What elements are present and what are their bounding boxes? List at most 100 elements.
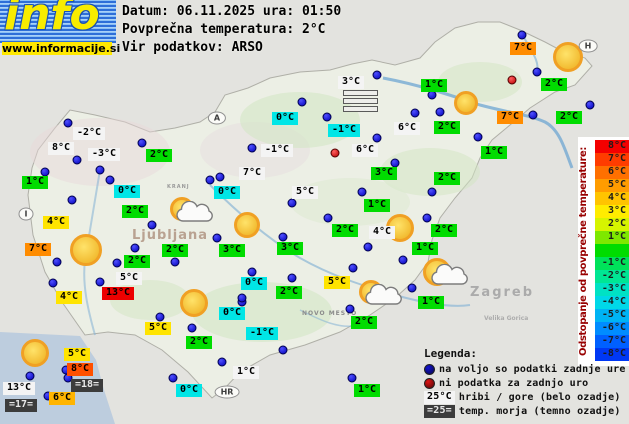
station-dot: [217, 357, 227, 367]
station-temp-label: 2°C: [124, 255, 151, 268]
station-dot: [372, 133, 382, 143]
station-temp-label: 5°C: [116, 272, 143, 285]
station-temp-label: 5°C: [324, 276, 351, 289]
station-temp-label: 5°C: [145, 322, 172, 335]
station-temp-label: -3°C: [88, 148, 121, 161]
station-temp-label: 2°C: [434, 172, 461, 185]
temperature-deviation-scale: Odstopanje od povprečne temperature: 8°C…: [578, 137, 629, 366]
fog-bar: [343, 90, 378, 96]
station-dot: [287, 273, 297, 283]
scale-cell: [595, 244, 629, 257]
scale-title: Odstopanje od povprečne temperature:: [578, 146, 589, 357]
station-dot: [63, 118, 73, 128]
station-dot: [407, 283, 417, 293]
city-name: Zagreb: [470, 285, 535, 300]
station-temp-label: =18=: [71, 379, 104, 392]
cloud-icon: [428, 263, 468, 290]
logo-site-link[interactable]: www.informacije.si: [2, 42, 121, 55]
logo-stripes-background: info: [0, 0, 116, 43]
cloud-icon: [362, 283, 402, 310]
legend-item-label: na voljo so podatki zadnje ure: [439, 363, 626, 375]
scale-cell: -5°C: [595, 309, 629, 322]
station-dot: [278, 232, 288, 242]
station-dot: [212, 233, 222, 243]
station-temp-label: 0°C: [272, 112, 299, 125]
legend-sample-box: =25=: [424, 404, 455, 418]
scale-cell: -6°C: [595, 322, 629, 335]
station-temp-label: 0°C: [114, 185, 141, 198]
legend-item: =25= temp. morja (temno ozadje): [424, 404, 626, 418]
logo-text: info: [4, 0, 100, 40]
station-temp-label: 4°C: [56, 291, 83, 304]
station-temp-label: 8°C: [67, 363, 94, 376]
sun-icon: [180, 289, 208, 317]
station-temp-label: 0°C: [219, 307, 246, 320]
station-dot: [105, 175, 115, 185]
station-dot: [347, 373, 357, 383]
station-dot: [363, 242, 373, 252]
station-temp-label: 0°C: [214, 186, 241, 199]
station-temp-label: 2°C: [351, 316, 378, 329]
station-temp-label: 3°C: [219, 244, 246, 257]
station-temp-label: 13°C: [3, 382, 36, 395]
country-sign: A: [207, 111, 227, 125]
station-temp-label: 13°C: [102, 287, 135, 300]
station-dot-no-data: [507, 75, 517, 85]
station-dot: [205, 175, 215, 185]
station-temp-label: 1°C: [481, 146, 508, 159]
station-dot: [25, 371, 35, 381]
sun-icon: [454, 91, 478, 115]
station-dot-no-data: [330, 148, 340, 158]
station-temp-label: 6°C: [394, 122, 421, 135]
scale-cell: -4°C: [595, 296, 629, 309]
station-dot: [247, 267, 257, 277]
station-dot: [170, 257, 180, 267]
station-temp-label: 7°C: [497, 111, 524, 124]
cloud-icon: [173, 200, 213, 227]
station-dot: [322, 112, 332, 122]
station-temp-label: 1°C: [22, 176, 49, 189]
city-name: Ljubljana: [132, 228, 209, 243]
station-dot: [287, 198, 297, 208]
legend-items: na voljo so podatki zadnje ure ni podatka…: [424, 362, 626, 418]
scale-cell: -1°C: [595, 257, 629, 270]
scale-cell: 8°C: [595, 140, 629, 153]
station-temp-label: 7°C: [25, 243, 52, 256]
scale-cell: 6°C: [595, 166, 629, 179]
station-temp-label: 3°C: [371, 167, 398, 180]
scale-cell: -8°C: [595, 348, 629, 361]
station-temp-label: 2°C: [434, 121, 461, 134]
station-dot: [398, 255, 408, 265]
station-temp-label: 8°C: [48, 142, 75, 155]
station-dot: [410, 108, 420, 118]
station-dot: [278, 345, 288, 355]
station-temp-label: 2°C: [146, 149, 173, 162]
station-dot: [585, 100, 595, 110]
station-temp-label: 7°C: [239, 167, 266, 180]
station-temp-label: -1°C: [246, 327, 279, 340]
station-temp-label: 2°C: [332, 224, 359, 237]
station-dot: [72, 155, 82, 165]
scale-cell: 1°C: [595, 231, 629, 244]
fog-bar: [343, 106, 378, 112]
station-dot: [95, 277, 105, 287]
station-temp-label: 2°C: [122, 205, 149, 218]
station-temp-label: 0°C: [176, 384, 203, 397]
station-dot: [67, 195, 77, 205]
station-temp-label: 5°C: [64, 348, 91, 361]
legend-item-label: ni podatka za zadnjo uro: [439, 377, 589, 389]
station-dot: [345, 304, 355, 314]
legend-blue-dot-icon: [424, 363, 435, 375]
station-dot: [147, 220, 157, 230]
station-temp-label: 7°C: [510, 42, 537, 55]
station-dot: [187, 323, 197, 333]
country-sign: HR: [214, 385, 240, 399]
station-dot: [237, 293, 247, 303]
scale-cell: 5°C: [595, 179, 629, 192]
station-dot: [155, 312, 165, 322]
sun-icon: [553, 42, 583, 72]
station-temp-label: 3°C: [338, 76, 365, 89]
station-dot: [473, 132, 483, 142]
station-temp-label: 1°C: [412, 242, 439, 255]
